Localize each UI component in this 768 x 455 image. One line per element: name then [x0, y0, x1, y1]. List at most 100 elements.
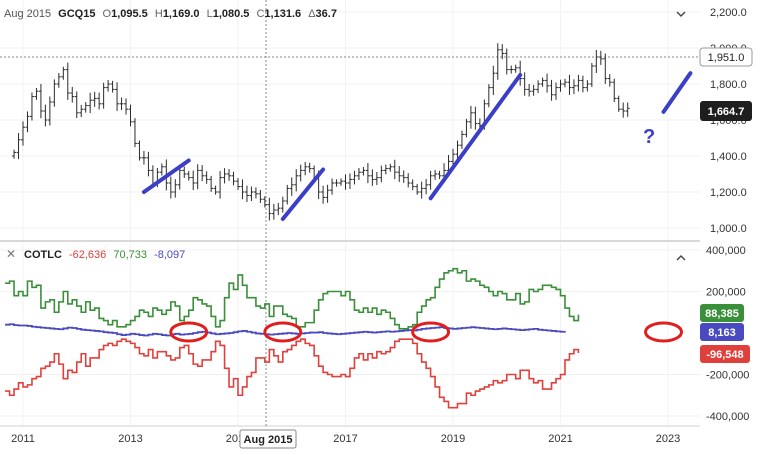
close-icon[interactable]: ✕ [6, 247, 16, 261]
ohlc-bar [451, 148, 455, 167]
ohlc-bar [141, 150, 146, 165]
ohlc-bar [612, 78, 617, 102]
ohlc-bar [65, 62, 70, 100]
ohlc-bar [562, 78, 567, 88]
small-specs-last: 8,163 [708, 327, 736, 339]
x-tick-label: 2013 [118, 433, 142, 445]
ohlc-bar [249, 186, 254, 202]
price-y-tick: 1,400.0 [710, 151, 747, 163]
ohlc-bar [240, 179, 245, 200]
header-c-label: C [256, 8, 264, 20]
cot-y-tick: -400,000 [706, 411, 749, 423]
price-y-tick: 1,000.0 [710, 223, 747, 235]
cot-layer [5, 267, 580, 409]
price-header: Aug 2015 GCQ15 O1,095.5 H1,169.0 L1,080.… [4, 8, 337, 20]
ohlc-bar [513, 64, 518, 73]
ohlc-bar [258, 190, 263, 203]
ohlc-bar [88, 92, 93, 114]
ohlc-bar [236, 177, 240, 190]
ohlc-bar [285, 184, 290, 205]
small-specs-badge: 8,163 [700, 323, 744, 341]
ohlc-bar [589, 62, 594, 88]
ohlc-bar [571, 79, 576, 95]
ohlc-bar [119, 97, 124, 111]
commercials-badge: -96,548 [700, 345, 750, 363]
ohlc-bar [339, 178, 344, 186]
ohlc-bar [34, 87, 39, 100]
ohlc-bar [47, 96, 52, 126]
ohlc-bar [21, 121, 25, 146]
chevron-up-icon[interactable] [676, 255, 686, 261]
ohlc-bar [554, 82, 559, 100]
ohlc-bar [625, 102, 630, 117]
x-tick-label: 2019 [441, 433, 465, 445]
circle-markers [169, 321, 684, 343]
ohlc-bar [267, 197, 272, 221]
ohlc-bar [486, 84, 491, 108]
ohlc-bar [361, 167, 366, 176]
grid-layer [0, 0, 700, 426]
cot-large-specs-value: 70,733 [113, 249, 147, 261]
ohlc-bar [419, 181, 424, 199]
ohlc-bar [325, 184, 330, 203]
crosshair-date-value: Aug 2015 [244, 434, 293, 446]
price-layer [12, 43, 630, 221]
circle-marker [263, 321, 303, 343]
ohlc-bar [347, 173, 352, 189]
ohlc-bar [200, 165, 205, 182]
header-l-label: L [207, 8, 213, 20]
header-o-label: O [103, 8, 112, 20]
ohlc-bar [168, 176, 173, 199]
large-specs-last: 88,385 [705, 308, 739, 320]
ohlc-bar [464, 118, 469, 138]
trend-line [280, 167, 326, 221]
ohlc-bar [603, 53, 608, 84]
ohlc-bar [406, 173, 411, 188]
ohlc-bar [262, 196, 267, 208]
circle-marker [169, 321, 209, 343]
ohlc-bar [388, 163, 393, 172]
ohlc-bar [410, 179, 415, 191]
trend-line [428, 73, 523, 201]
ohlc-bar [218, 170, 223, 199]
ohlc-bar [12, 149, 17, 159]
ohlc-bar [365, 163, 370, 184]
ohlc-bar [97, 92, 102, 110]
question-annotation: ? [643, 126, 655, 148]
large-specs-badge: 88,385 [700, 304, 744, 322]
ohlc-bar [16, 133, 21, 160]
ohlc-bar [491, 65, 496, 96]
header-high-value: 1,169.0 [163, 8, 200, 20]
ohlc-bar [540, 77, 545, 87]
ohlc-bar [504, 48, 509, 75]
crosshair-price-value: 1,951.0 [708, 52, 745, 64]
cot-name: COTLC [24, 249, 62, 261]
ohlc-bar [307, 162, 312, 173]
ohlc-bar [580, 75, 585, 93]
last-price-value: 1,664.7 [708, 106, 745, 118]
cot-y-tick: 400,000 [706, 245, 746, 257]
ohlc-bar [598, 50, 603, 65]
ohlc-bar [343, 174, 348, 190]
trend-line [141, 158, 191, 194]
ohlc-bar [115, 82, 120, 111]
ohlc-bar [137, 140, 142, 161]
header-date: Aug 2015 [4, 8, 51, 20]
ohlc-bar [101, 82, 106, 109]
ohlc-bar [437, 170, 442, 180]
ohlc-bar [244, 185, 249, 202]
ohlc-bar [527, 84, 532, 97]
ohlc-bar [128, 104, 133, 127]
ohlc-bar [29, 92, 34, 121]
cot-series-commercials [5, 338, 580, 409]
ohlc-bar [106, 80, 111, 92]
ohlc-bar [459, 130, 464, 149]
chevron-down-icon[interactable] [676, 11, 686, 17]
ohlc-bar [43, 104, 48, 127]
cot-y-tick: 200,000 [706, 287, 746, 299]
header-close-value: 1,131.6 [264, 8, 301, 20]
ohlc-bar [173, 179, 178, 198]
x-tick-label: 2023 [656, 433, 680, 445]
ohlc-bar [536, 80, 541, 94]
